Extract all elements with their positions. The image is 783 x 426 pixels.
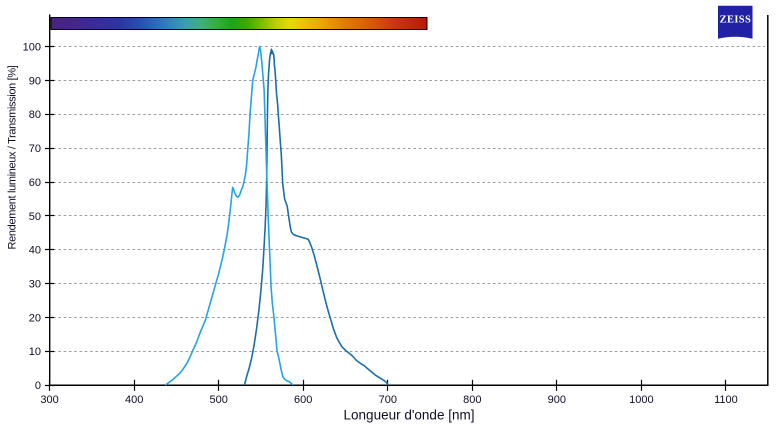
svg-text:700: 700 (379, 394, 397, 406)
svg-text:90: 90 (29, 75, 41, 87)
svg-text:70: 70 (29, 143, 41, 155)
svg-text:Rendement lumineux / Transmiss: Rendement lumineux / Transmission [%] (7, 65, 19, 249)
svg-text:ZEISS: ZEISS (720, 14, 752, 25)
svg-text:10: 10 (29, 346, 41, 358)
svg-text:1000: 1000 (629, 394, 653, 406)
svg-text:600: 600 (294, 394, 312, 406)
svg-text:0: 0 (35, 380, 41, 392)
svg-text:80: 80 (29, 109, 41, 121)
svg-text:500: 500 (210, 394, 228, 406)
svg-text:1100: 1100 (714, 394, 738, 406)
svg-text:60: 60 (29, 177, 41, 189)
svg-text:300: 300 (40, 394, 58, 406)
svg-text:Longueur d'onde [nm]: Longueur d'onde [nm] (344, 407, 475, 422)
svg-text:800: 800 (463, 394, 481, 406)
svg-text:900: 900 (548, 394, 566, 406)
svg-text:400: 400 (125, 394, 143, 406)
svg-text:100: 100 (23, 42, 41, 54)
svg-text:30: 30 (29, 279, 41, 291)
svg-text:40: 40 (29, 245, 41, 257)
svg-text:50: 50 (29, 211, 41, 223)
svg-text:20: 20 (29, 312, 41, 324)
